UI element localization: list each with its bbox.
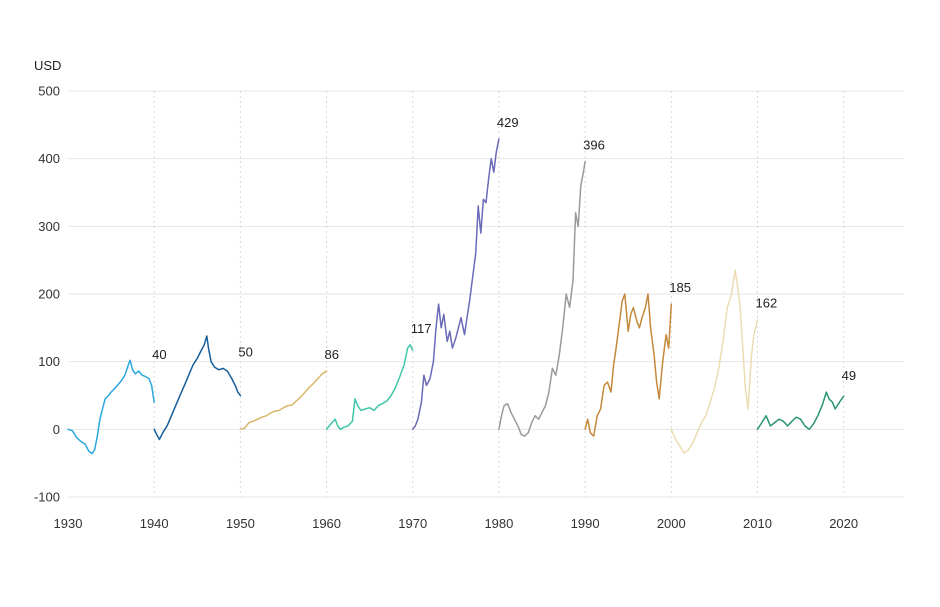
x-tick-label: 1940 — [140, 516, 169, 531]
y-tick-label: 300 — [38, 219, 60, 234]
x-tick-label: 2010 — [743, 516, 772, 531]
series-end-label-4: 117 — [411, 321, 432, 336]
series-layer — [67, 138, 845, 455]
y-tick-label: 0 — [53, 422, 60, 437]
series-line-7 — [584, 293, 673, 437]
x-tick-label: 2020 — [829, 516, 858, 531]
x-tick-label: 1950 — [226, 516, 255, 531]
series-line-4 — [325, 344, 414, 431]
series-end-label-9: 49 — [842, 368, 856, 383]
y-axis-unit-label: USD — [34, 58, 61, 73]
series-line-6 — [498, 160, 586, 437]
axis-layer: -100 0 100 200 300 400 500 1930 1940 1950 1960 1970… — [34, 84, 858, 532]
series-end-label-3: 86 — [325, 347, 339, 362]
series-line-5 — [411, 138, 500, 431]
x-tick-label: 1990 — [571, 516, 600, 531]
series-end-label-8: 162 — [755, 296, 777, 311]
series-end-label-5: 429 — [497, 115, 519, 130]
grid-layer — [68, 90, 904, 498]
y-tick-label: 400 — [38, 151, 60, 166]
series-line-1 — [67, 359, 155, 455]
x-tick-label: 1930 — [54, 516, 83, 531]
series-end-label-2: 50 — [238, 344, 252, 359]
y-tick-label: 100 — [38, 354, 60, 369]
series-line-9 — [756, 391, 845, 431]
series-line-8 — [670, 269, 759, 454]
series-end-label-7: 185 — [669, 280, 691, 295]
y-tick-label: 200 — [38, 287, 60, 302]
series-line-3 — [239, 370, 328, 431]
y-tick-label: 500 — [38, 84, 60, 99]
end-label-layer: 40 50 86 117 429 396 185 162 49 — [152, 115, 856, 383]
x-tick-label: 1970 — [398, 516, 427, 531]
x-tick-label: 1960 — [312, 516, 341, 531]
series-end-label-6: 396 — [583, 137, 605, 152]
series-line-2 — [153, 335, 242, 441]
x-tick-label: 2000 — [657, 516, 686, 531]
x-tick-label: 1980 — [484, 516, 513, 531]
series-end-label-1: 40 — [152, 347, 166, 362]
y-tick-label: -100 — [34, 490, 60, 505]
